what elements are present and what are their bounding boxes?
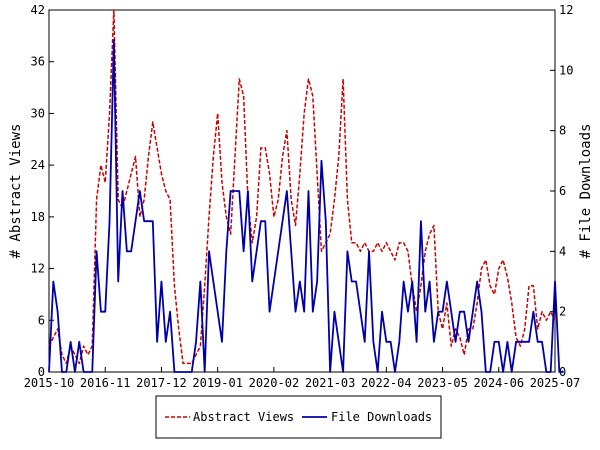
legend-label-abstract-views: Abstract Views xyxy=(193,410,294,424)
series-line-abstract-views xyxy=(48,9,556,365)
x-tick-label: 2021-03 xyxy=(305,376,356,390)
left-tick-label: 30 xyxy=(31,106,45,120)
x-tick-label: 2024-06 xyxy=(473,376,524,390)
x-tick-label: 2022-04 xyxy=(361,376,412,390)
y-axis-right-label: # File Downloads xyxy=(578,124,594,259)
right-tick-label: 6 xyxy=(559,184,566,198)
plot-frame xyxy=(48,9,556,373)
right-tick-label: 8 xyxy=(559,124,566,138)
series-line-file-downloads xyxy=(48,39,564,373)
x-tick-label: 2025-07 xyxy=(530,376,581,390)
left-tick-label: 42 xyxy=(31,3,45,17)
x-tick-label: 2020-02 xyxy=(249,376,300,390)
left-tick-label: 0 xyxy=(38,365,45,379)
left-tick-label: 18 xyxy=(31,210,45,224)
left-tick-label: 12 xyxy=(31,262,45,276)
series-layer xyxy=(48,9,564,373)
left-tick-label: 36 xyxy=(31,55,45,69)
x-axis-ticks: 2015-10 2016-11 2017-12 2019-01 2020-02 2021-… xyxy=(24,367,581,390)
left-tick-label: 6 xyxy=(38,313,45,327)
x-tick-label: 2016-11 xyxy=(80,376,131,390)
x-tick-label: 2019-01 xyxy=(192,376,243,390)
right-tick-label: 4 xyxy=(559,244,566,258)
left-axis-ticks: 0 6 12 18 24 30 36 42 xyxy=(31,3,54,379)
right-tick-label: 2 xyxy=(559,305,566,319)
legend-label-file-downloads: File Downloads xyxy=(331,410,432,424)
right-tick-label: 12 xyxy=(559,3,573,17)
legend-box xyxy=(155,395,442,439)
x-tick-label: 2015-10 xyxy=(24,376,75,390)
y-axis-left-label: # Abstract Views xyxy=(8,124,24,259)
right-tick-label: 10 xyxy=(559,63,573,77)
x-tick-label: 2017-12 xyxy=(136,376,187,390)
left-tick-label: 24 xyxy=(31,158,45,172)
x-tick-label: 2023-05 xyxy=(417,376,468,390)
legend: Abstract Views File Downloads xyxy=(155,395,442,439)
